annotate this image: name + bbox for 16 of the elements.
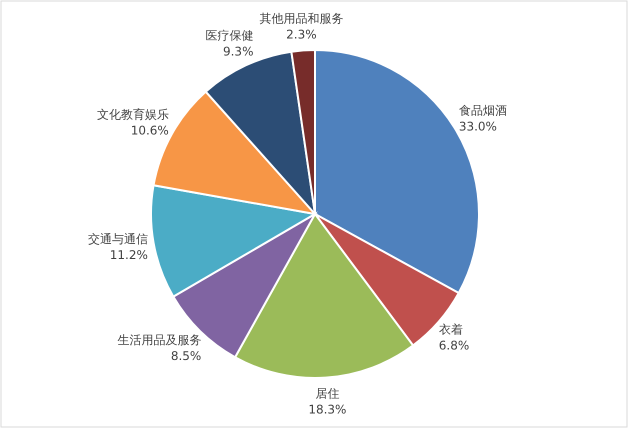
data-label: 8.5% [170,349,202,364]
data-label: 33.0% [458,119,497,134]
slice-label: 医疗保健 [205,28,254,43]
data-label: 6.8% [438,338,470,352]
slice-label: 文化教育娱乐 [96,107,169,122]
slice-label: 衣着 [438,322,463,336]
data-label: 18.3% [308,402,346,417]
slice-label: 其他用品和服务 [259,11,344,26]
slice-label: 食品烟酒 [458,103,507,118]
slice-label: 生活用品及服务 [117,333,202,348]
data-label: 11.2% [110,248,148,262]
slice-label: 交通与通信 [88,232,148,246]
data-label: 10.6% [130,123,169,138]
slice-label: 居住 [315,386,340,401]
data-label: 9.3% [222,44,254,59]
data-label: 2.3% [286,27,317,42]
